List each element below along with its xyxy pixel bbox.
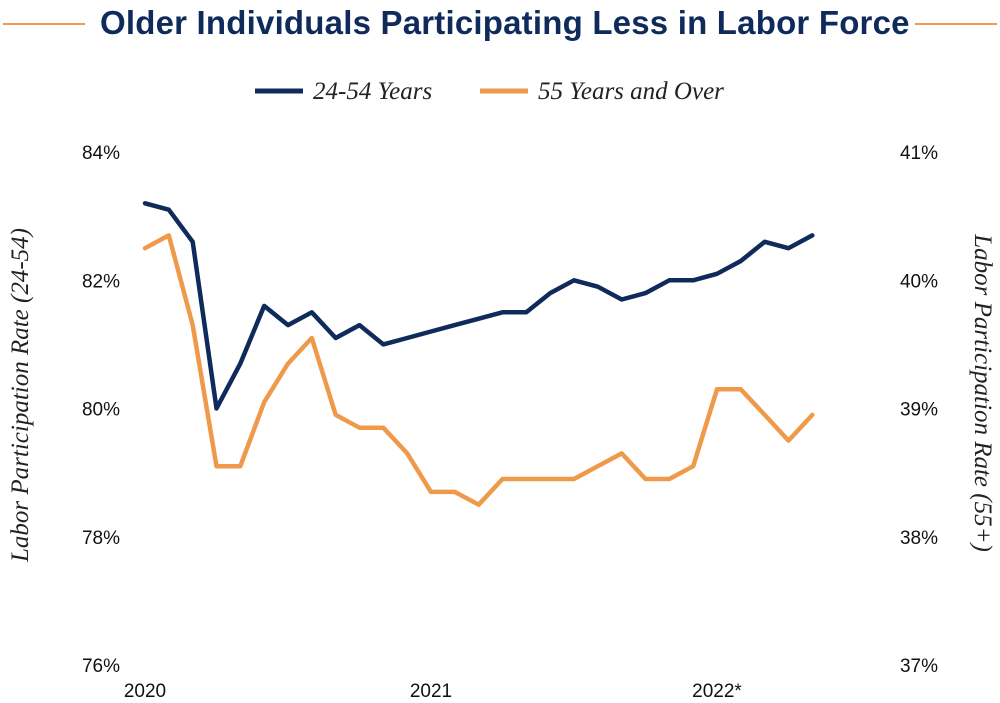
x-tick-label: 2021 — [410, 681, 452, 702]
y-right-tick-label: 39% — [900, 400, 938, 421]
series-line-24-54 — [142, 201, 815, 411]
y-left-tick-label: 84% — [82, 143, 120, 164]
y-axis-left-title: Labor Participation Rate (24-54) — [7, 228, 34, 563]
y-axis-left-ticks: 84% 82% 80% 78% 76% — [82, 143, 120, 677]
legend: 24-54 Years 55 Years and Over — [255, 78, 724, 105]
y-left-tick-label: 82% — [82, 271, 120, 292]
x-axis-ticks: 2020 2021 2022* — [124, 681, 743, 702]
y-right-tick-label: 37% — [900, 656, 938, 677]
y-left-tick-label: 80% — [82, 400, 120, 421]
chart-title: Older Individuals Participating Less in … — [100, 4, 910, 41]
y-axis-right-title: Labor Participation Rate (55+) — [969, 233, 996, 552]
legend-label-series-1: 24-54 Years — [313, 78, 432, 105]
chart-title-bar: Older Individuals Participating Less in … — [0, 0, 1000, 52]
legend-label-series-2: 55 Years and Over — [538, 78, 724, 105]
x-tick-label: 2022* — [692, 681, 742, 702]
y-axis-right-ticks: 41% 40% 39% 38% 37% — [900, 143, 938, 677]
y-right-tick-label: 38% — [900, 528, 938, 549]
title-rule-left — [3, 23, 85, 25]
y-left-tick-label: 78% — [82, 528, 120, 549]
title-rule-right — [915, 23, 997, 25]
series-layer — [142, 201, 815, 507]
y-right-tick-label: 40% — [900, 271, 938, 292]
x-tick-label: 2020 — [124, 681, 166, 702]
y-right-tick-label: 41% — [900, 143, 938, 164]
y-left-tick-label: 76% — [82, 656, 120, 677]
series-line-55-over — [142, 233, 815, 507]
